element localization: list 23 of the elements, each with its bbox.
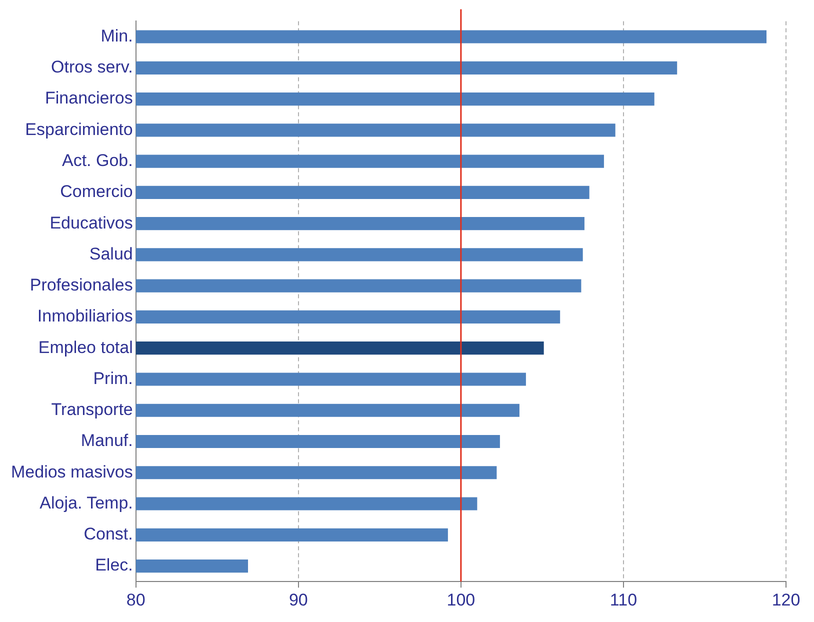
y-tick-label: Empleo total [38,338,133,357]
x-tick-label: 110 [610,590,638,610]
y-tick-label: Act. Gob. [62,150,133,170]
x-tick-label: 100 [446,590,476,610]
y-tick-label: Salud [89,244,133,264]
y-tick-label: Inmobiliarios [37,306,133,326]
x-tick-label: 120 [772,590,800,610]
y-tick-label: Prim. [93,368,133,388]
y-tick-label: Esparcimiento [25,120,133,139]
y-tick-label: Min. [100,26,133,46]
x-tick-label: 80 [126,590,146,610]
y-tick-label: Aloja. Temp. [40,493,133,512]
y-tick-label: Manuf. [80,431,133,450]
y-tick-label: Comercio [60,182,133,202]
x-tick-label: 90 [288,590,308,610]
y-tick-label: Profesionales [30,276,133,295]
y-tick-label: Medios masivos [10,462,133,482]
y-tick-label: Educativos [50,213,133,232]
y-tick-label: Elec. [95,556,133,575]
y-tick-label: Const. [84,524,133,544]
y-tick-label: Transporte [51,400,133,420]
y-tick-label: Otros serv. [50,58,133,77]
y-tick-label: Financieros [44,88,133,108]
